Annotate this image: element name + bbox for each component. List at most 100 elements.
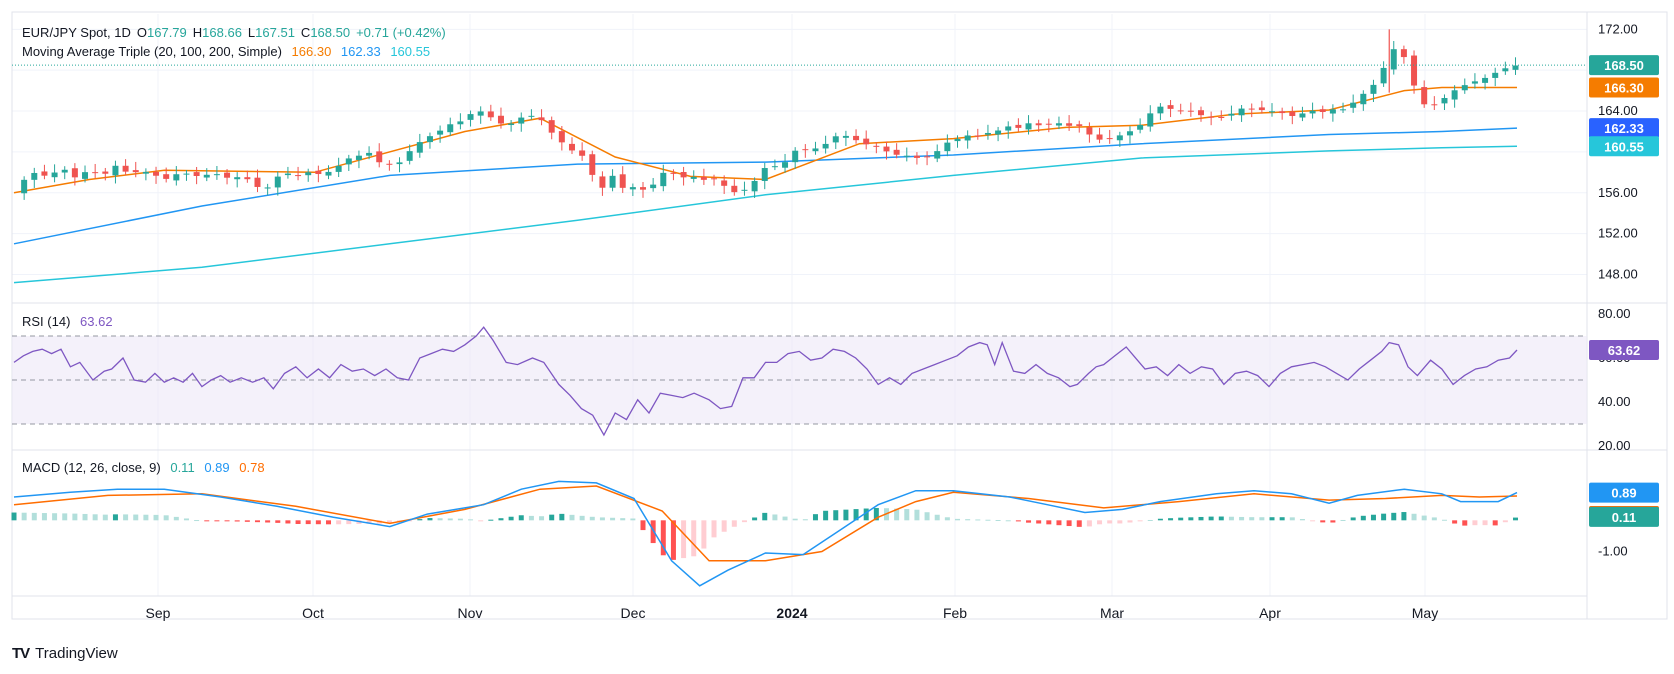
candle-body	[193, 172, 200, 176]
candle-body	[102, 171, 109, 174]
macd-hist-bar	[305, 520, 311, 525]
macd-hist-bar	[721, 520, 727, 532]
macd-hist-bar	[539, 516, 545, 521]
candle-body	[112, 165, 119, 176]
rsi-pane[interactable]	[13, 326, 1518, 437]
macd-hist-bar	[52, 513, 58, 521]
rsi-value: 63.62	[80, 314, 113, 329]
candle-body	[1482, 77, 1489, 83]
candle-body	[883, 146, 890, 152]
candle-body	[254, 177, 261, 187]
candle-body	[1451, 90, 1458, 100]
candle-body	[1096, 134, 1103, 140]
macd-hist-bar	[681, 520, 687, 559]
macd-hist-bar	[1441, 519, 1447, 521]
macd-hist-bar	[1147, 519, 1153, 521]
candle-body	[1299, 113, 1306, 118]
macd-hist-bar	[528, 515, 534, 521]
candle-body	[1269, 111, 1276, 113]
price-axis-label: 152.00	[1598, 226, 1638, 241]
macd-hist-bar	[1381, 513, 1387, 521]
macd-pane[interactable]	[11, 480, 1518, 587]
candle-body	[924, 156, 931, 158]
time-axis-label: Sep	[146, 605, 171, 621]
macd-signal-value: 0.78	[239, 460, 265, 475]
macd-hist-bar	[336, 520, 342, 525]
macd-hist-bar	[478, 520, 484, 522]
ma100-badge: 162.33	[1604, 121, 1644, 136]
macd-hist-bar	[1107, 520, 1113, 524]
tradingview-brand[interactable]: TV TradingView	[12, 645, 118, 662]
time-axis-label: Nov	[458, 605, 483, 621]
macd-hist-bar	[1188, 517, 1194, 521]
candle-body	[1126, 131, 1133, 136]
candle-body	[1248, 108, 1255, 110]
macd-hist-bar	[204, 520, 210, 522]
ma-label[interactable]: Moving Average Triple (20, 100, 200, Sim…	[22, 44, 282, 59]
candle-body	[934, 151, 941, 159]
macd-hist-bar	[863, 508, 869, 521]
macd-hist-bar	[731, 520, 737, 527]
tradingview-logo-icon: TV	[12, 645, 30, 662]
candle-body	[782, 162, 789, 168]
rsi-band	[12, 335, 1587, 425]
macd-hist-bar	[1492, 520, 1498, 526]
ohlc-values: O167.79 H168.66 L167.51 C168.50 +0.71 (+0.42…	[136, 25, 446, 40]
macd-hist-bar	[183, 518, 189, 521]
macd-hist-bar	[1036, 520, 1042, 524]
macd-hist-bar	[457, 518, 463, 521]
macd-hist-bar	[1178, 517, 1184, 521]
macd-hist-bar	[1502, 520, 1508, 523]
brand-name: TradingView	[35, 645, 118, 662]
candle-body	[132, 170, 139, 173]
candle-body	[497, 115, 504, 124]
macd-hist-bar	[762, 512, 768, 521]
candle-body	[71, 168, 78, 178]
macd-label[interactable]: MACD (12, 26, close, 9)	[22, 460, 161, 475]
candle-body	[406, 151, 413, 161]
macd-hist-bar	[1350, 517, 1356, 521]
candle-body	[92, 172, 99, 174]
candle-body	[599, 176, 606, 188]
candle-body	[1025, 123, 1032, 130]
candle-body	[1035, 123, 1042, 126]
macd-hist-bar	[1269, 517, 1275, 521]
candle-body	[558, 131, 565, 143]
macd-hist-bar	[1472, 520, 1478, 526]
candle-body	[1340, 109, 1347, 111]
macd-hist-bar	[1310, 520, 1316, 522]
macd-hist-bar	[468, 519, 474, 521]
price-pane[interactable]	[12, 29, 1587, 284]
macd-hist-bar	[975, 519, 981, 521]
candle-body	[1319, 109, 1326, 112]
macd-hist-bar	[1086, 520, 1092, 527]
macd-hist-value: 0.11	[170, 460, 195, 475]
candle-body	[426, 136, 433, 143]
candle-body	[1116, 135, 1123, 141]
macd-hist-bar	[782, 516, 788, 521]
candle-body	[376, 151, 383, 163]
macd-hist-bar	[1026, 520, 1032, 523]
macd-hist-bar	[1168, 518, 1174, 521]
rsi-label[interactable]: RSI (14)	[22, 314, 71, 329]
macd-hist-bar	[1259, 517, 1265, 521]
macd-hist-bar	[1157, 518, 1163, 521]
ma-legend: Moving Average Triple (20, 100, 200, Sim…	[22, 43, 436, 61]
macd-hist-bar	[559, 513, 565, 521]
candle-body	[670, 172, 677, 174]
candle-body	[518, 117, 525, 124]
candle-body	[903, 155, 910, 157]
candle-body	[1238, 108, 1245, 116]
candle-body	[1471, 81, 1478, 84]
candle-body	[274, 176, 281, 188]
macd-hist-bar	[62, 513, 68, 521]
macd-hist-bar	[1218, 516, 1224, 521]
candle-body	[731, 185, 738, 193]
grid-layer	[12, 14, 1587, 596]
candle-body	[1076, 124, 1083, 126]
candle-body	[1400, 49, 1407, 58]
macd-hist-bar	[955, 518, 961, 521]
symbol-title[interactable]: EUR/JPY Spot, 1D	[22, 25, 131, 40]
macd-hist-bar	[326, 520, 332, 525]
macd-hist-bar	[1066, 520, 1072, 527]
